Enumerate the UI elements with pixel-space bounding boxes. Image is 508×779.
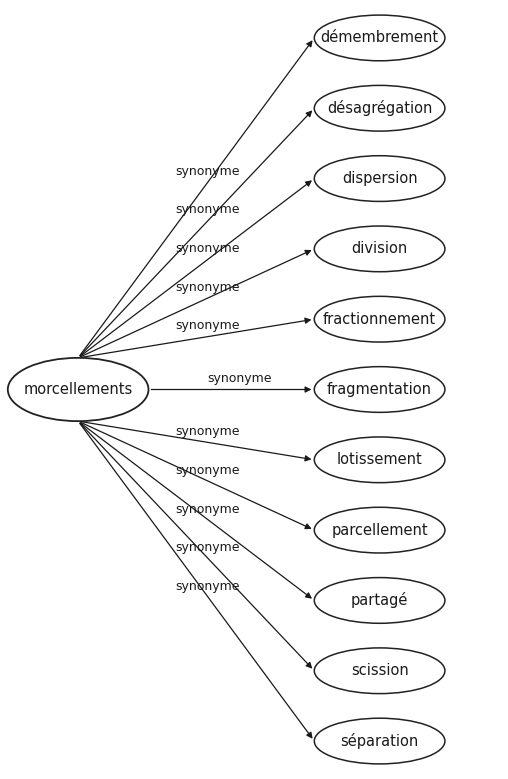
Text: synonyme: synonyme: [176, 580, 240, 593]
Ellipse shape: [314, 718, 445, 764]
Text: séparation: séparation: [340, 733, 419, 749]
Text: dispersion: dispersion: [342, 171, 418, 186]
Text: démembrement: démembrement: [321, 30, 439, 45]
Ellipse shape: [314, 296, 445, 342]
Ellipse shape: [314, 156, 445, 202]
Ellipse shape: [314, 648, 445, 693]
Text: synonyme: synonyme: [176, 425, 240, 439]
Ellipse shape: [314, 507, 445, 553]
Text: fractionnement: fractionnement: [323, 312, 436, 326]
Text: lotissement: lotissement: [337, 453, 423, 467]
Text: synonyme: synonyme: [207, 372, 272, 386]
Ellipse shape: [314, 226, 445, 272]
Text: parcellement: parcellement: [331, 523, 428, 538]
Text: fragmentation: fragmentation: [327, 382, 432, 397]
Text: synonyme: synonyme: [176, 541, 240, 554]
Text: scission: scission: [351, 663, 408, 679]
Text: division: division: [352, 241, 408, 256]
Text: désagrégation: désagrégation: [327, 100, 432, 116]
Ellipse shape: [314, 15, 445, 61]
Text: synonyme: synonyme: [176, 502, 240, 516]
Ellipse shape: [314, 577, 445, 623]
Text: synonyme: synonyme: [176, 319, 240, 333]
Ellipse shape: [314, 437, 445, 483]
Text: synonyme: synonyme: [176, 464, 240, 477]
Ellipse shape: [8, 358, 148, 421]
Text: partagé: partagé: [351, 593, 408, 608]
Ellipse shape: [314, 86, 445, 131]
Text: synonyme: synonyme: [176, 242, 240, 255]
Text: synonyme: synonyme: [176, 280, 240, 294]
Text: synonyme: synonyme: [176, 203, 240, 217]
Text: synonyme: synonyme: [176, 164, 240, 178]
Text: morcellements: morcellements: [23, 382, 133, 397]
Ellipse shape: [314, 367, 445, 412]
